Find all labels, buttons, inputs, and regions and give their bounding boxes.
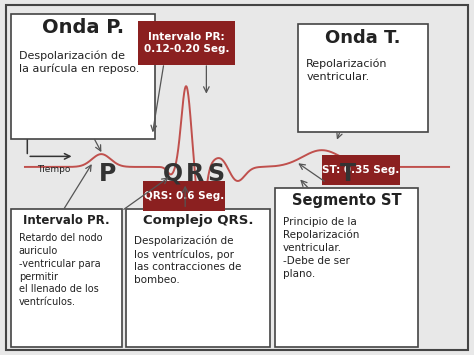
Text: R: R	[185, 162, 204, 186]
Text: Despolarización de
los ventrículos, por
las contracciones de
bombeo.: Despolarización de los ventrículos, por …	[134, 235, 242, 285]
Text: Intervalo PR:
0.12-0.20 Seg.: Intervalo PR: 0.12-0.20 Seg.	[144, 32, 229, 54]
Text: Tiempo: Tiempo	[36, 165, 70, 174]
Text: Onda P.: Onda P.	[42, 18, 124, 37]
Text: T: T	[340, 162, 356, 186]
Text: Principio de la
Repolarización
ventricular.
-Debe de ser
plano.: Principio de la Repolarización ventricul…	[283, 217, 359, 279]
FancyBboxPatch shape	[11, 14, 155, 139]
Text: Intervalo PR.: Intervalo PR.	[23, 214, 109, 227]
Text: Complejo QRS.: Complejo QRS.	[143, 214, 254, 227]
FancyBboxPatch shape	[143, 181, 225, 211]
Text: P: P	[99, 162, 116, 186]
FancyBboxPatch shape	[275, 188, 419, 346]
Text: ST: 0.35 Seg.: ST: 0.35 Seg.	[322, 165, 400, 175]
Text: Retardo del nodo
auriculo
-ventricular para
permitir
el llenado de los
ventrícul: Retardo del nodo auriculo -ventricular p…	[19, 233, 102, 307]
Text: Segmento ST: Segmento ST	[292, 193, 401, 208]
Text: Onda T.: Onda T.	[325, 29, 401, 47]
Text: S: S	[207, 162, 224, 186]
FancyBboxPatch shape	[11, 209, 121, 346]
Text: Voltaje: Voltaje	[20, 94, 51, 104]
FancyBboxPatch shape	[138, 21, 235, 65]
FancyBboxPatch shape	[322, 155, 400, 185]
Text: QRS: 0.6 Seg.: QRS: 0.6 Seg.	[144, 191, 224, 201]
Text: Despolarización de
la aurícula en reposo.: Despolarización de la aurícula en reposo…	[19, 50, 139, 74]
FancyBboxPatch shape	[6, 5, 468, 350]
FancyBboxPatch shape	[126, 209, 270, 346]
Text: Q: Q	[164, 162, 183, 186]
FancyBboxPatch shape	[298, 24, 428, 132]
Text: Repolarización
ventricular.: Repolarización ventricular.	[306, 59, 388, 82]
